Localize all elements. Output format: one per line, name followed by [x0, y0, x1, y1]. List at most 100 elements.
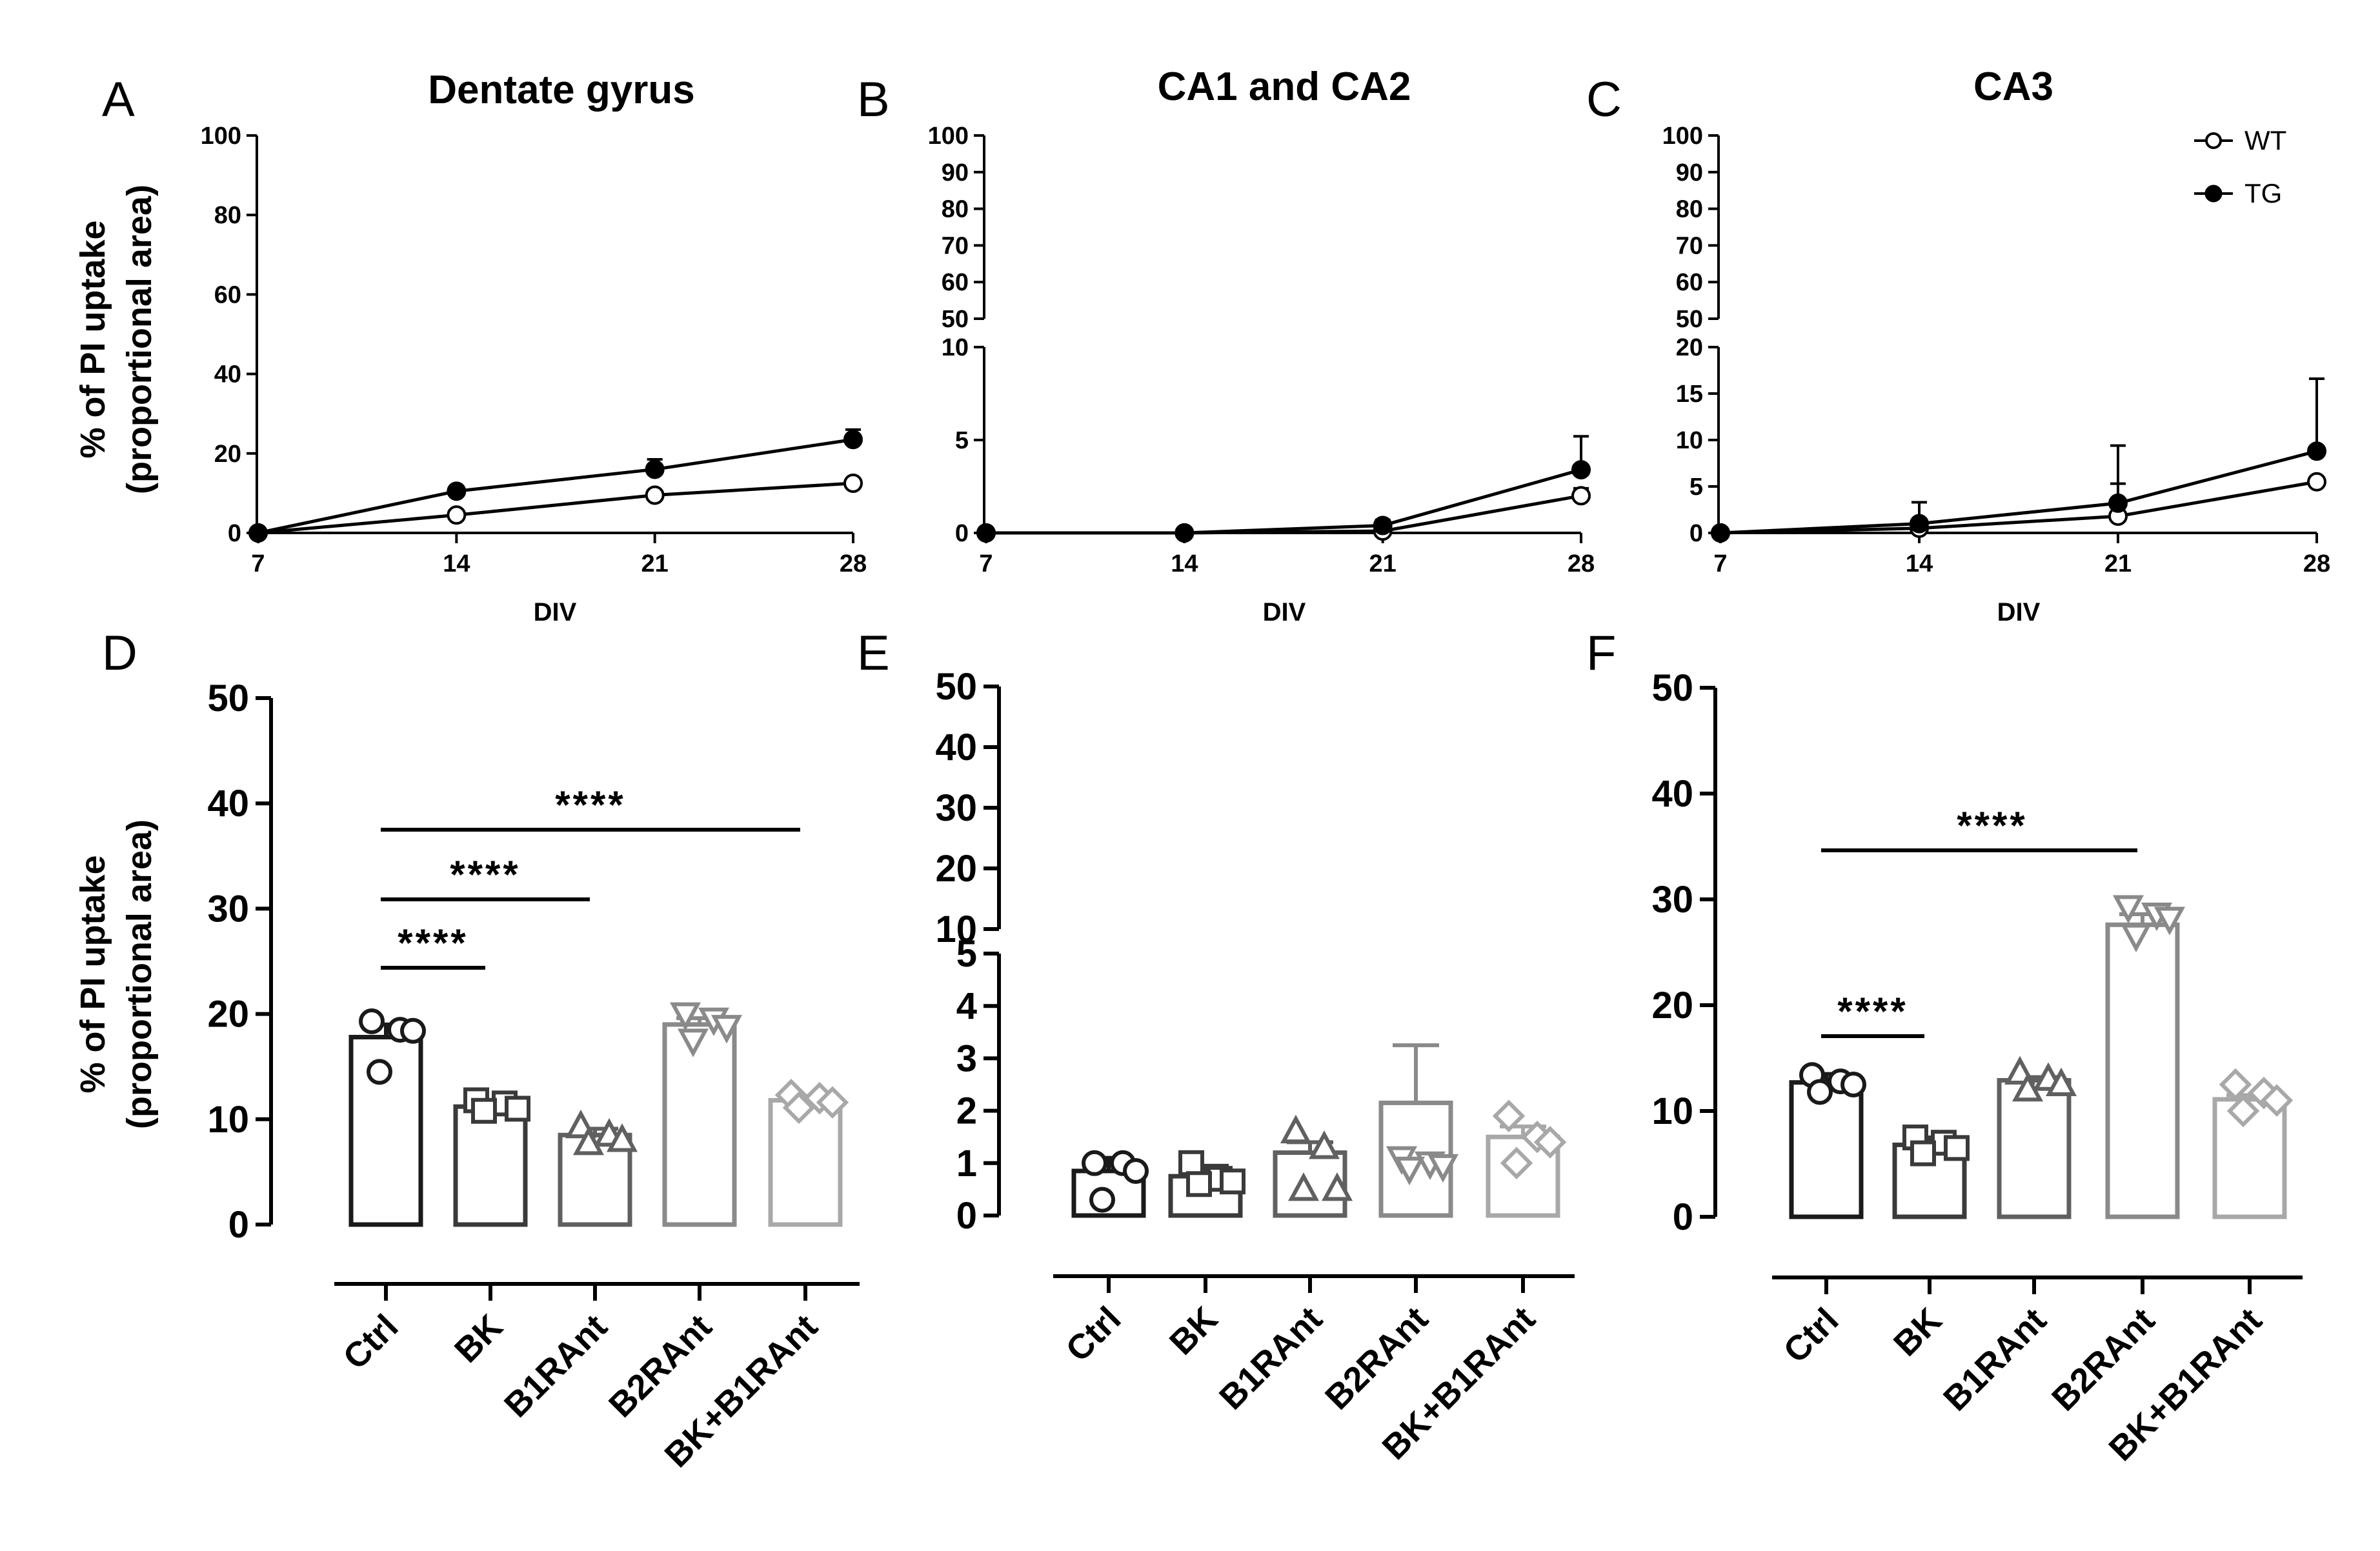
- data-point-e: [1280, 1114, 1312, 1144]
- data-point-tg-c: [1910, 514, 1929, 534]
- y-tick-label-e: 40: [935, 726, 977, 768]
- data-point-tg-a: [843, 430, 863, 450]
- data-point-e: [1393, 1156, 1426, 1186]
- y-tick-label-f: 10: [1651, 1090, 1693, 1132]
- y-tick-label-e: 30: [935, 787, 977, 829]
- data-point-tg-b: [1175, 523, 1195, 543]
- data-point-d: [367, 1059, 392, 1085]
- data-point-e: [1427, 1154, 1459, 1183]
- data-point-tg-c: [2307, 441, 2326, 461]
- ylabel-bottom-line2: (proportional area): [120, 819, 159, 1129]
- x-tick-label-c: 14: [1906, 550, 1933, 577]
- data-point-tg-c: [1711, 523, 1730, 543]
- series-line-tg-c: [1720, 449, 2317, 535]
- y-tick-label-a: 20: [214, 441, 241, 468]
- y-tick-label-e: 10: [935, 908, 977, 950]
- data-point-e: [1492, 1099, 1526, 1132]
- xlabel-c: DIV: [1997, 598, 2041, 626]
- data-point-d: [400, 1017, 426, 1044]
- data-point-f: [2153, 906, 2186, 936]
- data-point-f: [1840, 1072, 1866, 1097]
- panel-letter-a: A: [102, 72, 135, 127]
- data-point-e: [1178, 1150, 1204, 1176]
- y-tick-label-b: 80: [942, 196, 969, 223]
- data-point-tg-c: [2108, 493, 2128, 513]
- data-point-e: [1308, 1130, 1340, 1159]
- xlabel-b: DIV: [1263, 598, 1306, 626]
- y-tick-label-a: 60: [214, 281, 241, 308]
- data-point-wt-a: [843, 474, 863, 493]
- y-tick-label-e: 2: [956, 1090, 977, 1132]
- data-point-f: [2219, 1068, 2252, 1101]
- y-tick-label-c: 70: [1676, 232, 1703, 259]
- y-tick-label-e: 3: [956, 1037, 977, 1079]
- data-point-f: [2260, 1084, 2294, 1117]
- data-point-tg-b: [976, 523, 996, 543]
- data-point-d: [669, 1002, 701, 1031]
- legend: WT TG: [2194, 125, 2286, 208]
- x-tick-label-b: 7: [979, 550, 993, 577]
- legend-label-wt: WT: [2244, 125, 2286, 155]
- bar-d-b2rant: [662, 1022, 737, 1227]
- ylabel-bottom-line1: % of PI uptake: [74, 855, 112, 1093]
- bar-f-b1rant: [1997, 1077, 2072, 1219]
- y-tick-label-b: 0: [955, 520, 969, 547]
- data-point-tg-a: [248, 523, 268, 543]
- data-point-f: [2112, 895, 2144, 924]
- y-tick-label-a: 100: [201, 123, 241, 150]
- significance-label-f: ****: [1837, 990, 1908, 1033]
- y-tick-label-b: 5: [955, 427, 969, 454]
- ylabel-top-line2: (proportional area): [120, 185, 159, 494]
- y-tick-label-e: 4: [956, 985, 977, 1027]
- y-tick-label-b: 70: [942, 232, 969, 259]
- data-point-e: [1287, 1172, 1320, 1201]
- bar-f-ctrl: [1789, 1080, 1864, 1219]
- legend-label-tg: TG: [2244, 178, 2282, 208]
- title-a: Dentate gyrus: [428, 68, 694, 112]
- data-point-d: [505, 1096, 530, 1122]
- panel-letter-c: C: [1586, 72, 1622, 127]
- y-tick-label-f: 20: [1651, 985, 1693, 1026]
- panel-letter-e: E: [857, 626, 890, 681]
- x-tick-label-a: 28: [840, 550, 867, 577]
- panel-letter-f: F: [1586, 626, 1616, 681]
- bar-d-bk: [453, 1104, 528, 1227]
- data-point-e: [1220, 1168, 1245, 1195]
- data-point-wt-b: [1571, 486, 1591, 506]
- data-point-f: [1807, 1079, 1833, 1105]
- title-b: CA1 and CA2: [1158, 65, 1411, 109]
- data-point-f: [2012, 1072, 2044, 1102]
- data-point-f: [2120, 923, 2152, 953]
- y-tick-label-c: 100: [1662, 123, 1703, 150]
- data-point-wt-a: [645, 485, 665, 505]
- data-point-d: [471, 1097, 497, 1124]
- significance-label-f: ****: [1957, 804, 2027, 847]
- data-point-e: [1321, 1172, 1353, 1201]
- bar-f-b2rant: [2105, 922, 2180, 1219]
- data-point-e: [1186, 1171, 1212, 1197]
- y-tick-label-d: 20: [207, 994, 249, 1036]
- x-tick-label-c: 28: [2303, 550, 2330, 577]
- x-tick-label-b: 28: [1568, 550, 1595, 577]
- y-tick-label-a: 0: [228, 520, 241, 547]
- series-line-tg-a: [257, 437, 854, 535]
- significance-label-d: ****: [555, 783, 625, 826]
- significance-label-d: ****: [450, 853, 520, 896]
- data-point-e: [1533, 1126, 1567, 1159]
- data-point-tg-b: [1373, 515, 1393, 535]
- y-tick-label-c: 10: [1676, 427, 1703, 454]
- y-tick-label-a: 80: [214, 202, 241, 229]
- y-tick-label-c: 5: [1689, 474, 1703, 501]
- bar-d-bkb1rant: [768, 1097, 843, 1227]
- data-point-d: [677, 1028, 709, 1057]
- panel-letter-b: B: [857, 72, 890, 127]
- y-tick-label-d: 30: [207, 888, 249, 930]
- y-tick-label-b: 50: [942, 306, 969, 333]
- legend-marker-wt: [2205, 132, 2222, 149]
- data-point-f: [2045, 1067, 2077, 1096]
- data-point-tg-a: [645, 459, 665, 479]
- data-point-d: [782, 1091, 816, 1125]
- xlabel-a: DIV: [534, 598, 577, 626]
- series-line-wt-c: [1720, 480, 2317, 535]
